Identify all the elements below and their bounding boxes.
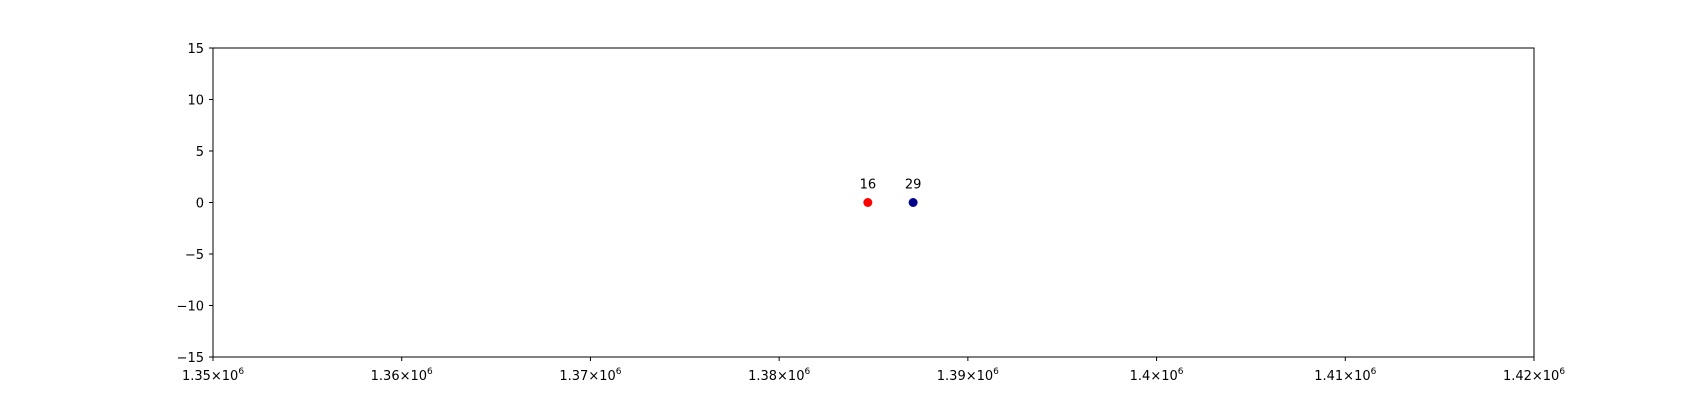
x-tick-base: ×10 bbox=[777, 369, 804, 384]
x-tick-base: ×10 bbox=[1532, 369, 1559, 384]
x-tick-base: ×10 bbox=[588, 369, 615, 384]
x-tick-exponent: 6 bbox=[804, 367, 810, 377]
x-tick-mantissa: 1.36 bbox=[371, 369, 400, 384]
y-tick-label: 5 bbox=[196, 145, 204, 160]
y-tick-label: 0 bbox=[196, 197, 204, 212]
y-tick-label: −10 bbox=[177, 300, 204, 315]
x-tick-label: 1.36×106 bbox=[371, 367, 433, 384]
x-tick-mantissa: 1.39 bbox=[937, 369, 966, 384]
x-tick-exponent: 6 bbox=[1178, 367, 1184, 377]
x-tick-mantissa: 1.4 bbox=[1130, 369, 1151, 384]
x-tick-exponent: 6 bbox=[616, 367, 622, 377]
y-tick-label: 15 bbox=[187, 42, 204, 57]
y-tick-label: 10 bbox=[187, 94, 204, 109]
data-point-label: 16 bbox=[860, 178, 877, 193]
y-axis: 15 10 5 0 −5 −10 −15 bbox=[177, 42, 213, 366]
x-tick-label: 1.41×106 bbox=[1314, 367, 1376, 384]
data-point bbox=[908, 198, 918, 207]
data-point bbox=[863, 198, 873, 207]
x-axis: 1.35×106 1.36×106 1.37×106 1.38×106 1.39×106… bbox=[182, 357, 1565, 384]
x-tick-base: ×10 bbox=[400, 369, 427, 384]
x-tick-mantissa: 1.42 bbox=[1503, 369, 1532, 384]
x-tick-label: 1.37×106 bbox=[559, 367, 621, 384]
x-tick-label: 1.35×106 bbox=[182, 367, 244, 384]
data-points: 16 29 bbox=[860, 178, 922, 207]
x-tick-label: 1.4×106 bbox=[1130, 367, 1184, 384]
x-tick-exponent: 6 bbox=[993, 367, 999, 377]
x-tick-mantissa: 1.35 bbox=[182, 369, 211, 384]
x-tick-mantissa: 1.41 bbox=[1314, 369, 1343, 384]
data-point-label: 29 bbox=[905, 178, 922, 193]
x-tick-label: 1.38×106 bbox=[748, 367, 810, 384]
y-tick-label: −5 bbox=[185, 248, 204, 263]
x-tick-label: 1.39×106 bbox=[937, 367, 999, 384]
x-tick-exponent: 6 bbox=[238, 367, 244, 377]
x-tick-mantissa: 1.37 bbox=[559, 369, 588, 384]
plot-area bbox=[212, 47, 1535, 358]
x-tick-exponent: 6 bbox=[1559, 367, 1565, 377]
x-tick-base: ×10 bbox=[966, 369, 993, 384]
x-tick-base: ×10 bbox=[1150, 369, 1177, 384]
x-tick-base: ×10 bbox=[211, 369, 238, 384]
x-tick-mantissa: 1.38 bbox=[748, 369, 777, 384]
x-tick-exponent: 6 bbox=[1371, 367, 1377, 377]
y-tick-label: −15 bbox=[177, 351, 204, 366]
x-tick-exponent: 6 bbox=[427, 367, 433, 377]
x-tick-base: ×10 bbox=[1343, 369, 1370, 384]
x-tick-label: 1.42×106 bbox=[1503, 367, 1565, 384]
